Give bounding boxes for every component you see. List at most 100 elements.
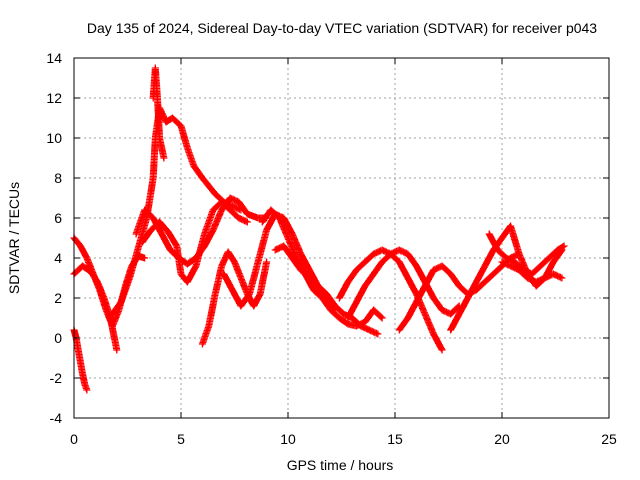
data-point-run: [231, 258, 244, 280]
data-point-run: [235, 198, 250, 217]
data-point-run: [141, 206, 156, 221]
data-point-run: [489, 263, 505, 278]
data-point-run: [412, 262, 428, 285]
data-point-run: [323, 290, 338, 309]
data-point-run: [76, 242, 90, 261]
data-point-run: [412, 283, 428, 306]
data-point-run: [430, 330, 445, 353]
data-point-run: [79, 262, 94, 275]
series-pass-q: [498, 258, 566, 286]
data-point-run: [263, 211, 278, 234]
data-point-run: [421, 267, 437, 290]
data-point-run: [246, 260, 262, 298]
data-point-run: [395, 258, 411, 281]
data-point-run: [288, 254, 304, 273]
data-point-run: [209, 207, 225, 234]
data-point-run: [297, 266, 312, 281]
data-point-run: [109, 299, 124, 318]
data-point-run: [515, 266, 531, 281]
data-point-run: [154, 94, 163, 140]
data-point-run: [168, 114, 184, 129]
data-point-run: [554, 243, 567, 254]
x-tick-label: 5: [177, 431, 185, 447]
data-point-run: [183, 263, 199, 286]
data-point-run: [481, 247, 497, 270]
data-point-run: [348, 314, 364, 329]
data-point-run: [335, 279, 351, 302]
data-point: [243, 218, 251, 226]
x-tick-label: 15: [387, 431, 403, 447]
data-point-run: [507, 262, 522, 273]
data-point-run: [284, 234, 300, 261]
data-point-run: [305, 274, 321, 289]
series-pass-m: [344, 246, 463, 322]
data-point-run: [220, 270, 236, 293]
data-point-run: [106, 314, 120, 352]
data-point-run: [361, 251, 376, 266]
data-point: [141, 254, 149, 262]
plot-frame: [73, 57, 610, 419]
data-point: [113, 346, 121, 354]
data-point-run: [438, 262, 454, 277]
series-pass-j: [258, 206, 386, 330]
data-point-run: [224, 248, 238, 265]
data-point-run: [310, 286, 325, 301]
data-point: [378, 314, 386, 322]
data-point-run: [280, 214, 296, 237]
x-axis-label: GPS time / hours: [287, 457, 394, 473]
data-point-run: [250, 291, 263, 310]
data-point-run: [117, 276, 133, 306]
data-point-run: [361, 307, 377, 326]
y-tick-label: 12: [46, 90, 62, 106]
data-point: [438, 346, 446, 354]
data-point-run: [205, 182, 218, 197]
series-pass-e: [149, 64, 168, 162]
data-point-run: [226, 194, 241, 205]
data-point-run: [198, 174, 212, 189]
data-point-run: [502, 254, 517, 265]
data-point-run: [344, 299, 360, 322]
y-tick-label: -2: [50, 370, 63, 386]
data-point-run: [357, 322, 372, 333]
data-point-run: [211, 264, 225, 298]
data-point-run: [549, 247, 565, 266]
data-point-run: [507, 222, 523, 256]
x-tick-label: 25: [601, 431, 617, 447]
data-point-run: [455, 295, 471, 318]
data-point-run: [151, 64, 161, 100]
data-point-run: [485, 230, 501, 253]
data-point-run: [430, 294, 445, 313]
data-point-run: [464, 279, 480, 302]
x-tick-label: 20: [494, 431, 510, 447]
data-point-run: [190, 162, 205, 181]
data-point-run: [537, 255, 552, 270]
data-point-run: [361, 271, 377, 290]
data-point-run: [404, 250, 419, 269]
series-pass-c: [70, 262, 121, 354]
data-point-run: [511, 258, 526, 273]
series-pass-n: [395, 250, 523, 334]
data-point-run: [395, 246, 410, 257]
data-point-run: [288, 230, 304, 257]
data-point-run: [528, 263, 543, 278]
data-point-run: [126, 246, 142, 282]
x-tick-label: 10: [280, 431, 296, 447]
data-point-run: [447, 303, 462, 318]
y-tick-label: -4: [50, 410, 63, 426]
data-point: [558, 274, 566, 282]
data-point-run: [198, 324, 212, 348]
data-point-run: [370, 306, 385, 321]
data-point-run: [481, 271, 496, 286]
data-point: [160, 154, 168, 162]
data-point-run: [226, 206, 242, 221]
data-point-run: [365, 326, 380, 337]
data-point-run: [237, 274, 251, 296]
data-point-run: [545, 247, 561, 262]
data-point-run: [164, 228, 180, 249]
data-point-run: [472, 279, 488, 294]
y-tick-label: 14: [46, 50, 62, 66]
axis-ticks: 0 5 10 15 20 25 -4 -2 0 2 4 6 8 10 12 14: [46, 50, 617, 447]
y-axis-label: SDTVAR / TECUs: [6, 182, 22, 294]
data-point-run: [370, 259, 385, 278]
